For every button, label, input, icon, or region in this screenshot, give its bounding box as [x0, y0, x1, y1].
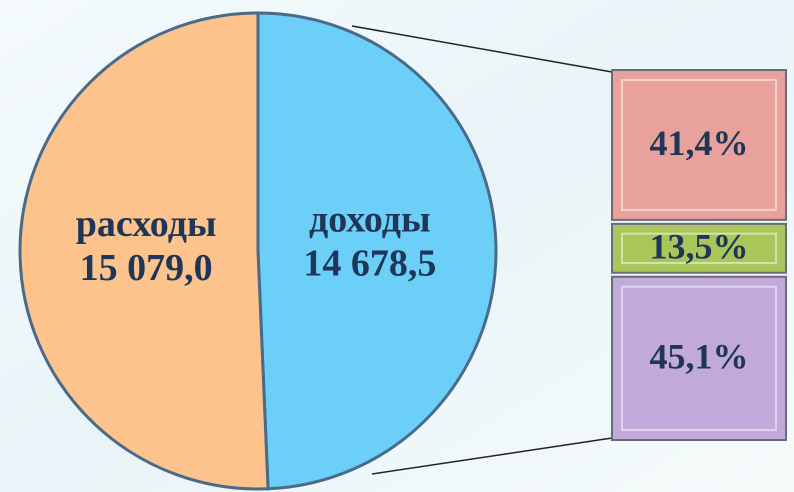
pie-slice — [256, 11, 498, 491]
slice-value: 14 678,5 — [303, 242, 436, 284]
bar-bevel — [621, 285, 777, 431]
bar-bevel — [621, 79, 777, 211]
connector — [371, 437, 613, 475]
bar-label: 13,5% — [650, 227, 749, 267]
bar-label: 41,4% — [650, 123, 749, 163]
connector — [351, 25, 613, 73]
bar-segment — [611, 275, 787, 441]
slice-value: 15 079,0 — [80, 247, 213, 289]
bar-segment — [611, 69, 787, 221]
slice-label: доходы — [309, 198, 431, 240]
bar-label: 45,1% — [650, 337, 749, 377]
bar-bevel — [621, 232, 777, 264]
pie-slice — [18, 11, 270, 491]
slice-label: расходы — [76, 203, 217, 245]
bar-segment — [611, 222, 787, 274]
